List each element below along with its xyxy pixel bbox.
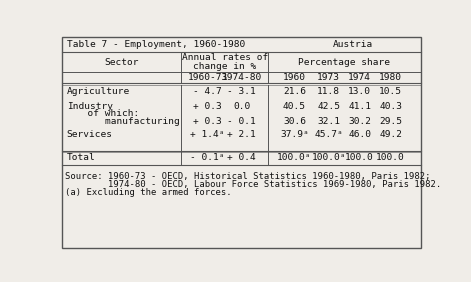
Text: 0.0: 0.0 <box>233 102 251 111</box>
Text: 1974-80 - OECD, Labour Force Statistics 1969-1980, Paris 1982.: 1974-80 - OECD, Labour Force Statistics … <box>65 180 441 189</box>
Text: + 0.4: + 0.4 <box>227 153 256 162</box>
Text: + 2.1: + 2.1 <box>227 130 256 139</box>
Text: + 0.3: + 0.3 <box>193 117 222 126</box>
Text: 11.8: 11.8 <box>317 87 340 96</box>
Text: change in %: change in % <box>193 62 256 71</box>
Text: Table 7 - Employment, 1960-1980: Table 7 - Employment, 1960-1980 <box>66 40 245 49</box>
Text: + 1.4ᵃ: + 1.4ᵃ <box>190 130 225 139</box>
Text: 29.5: 29.5 <box>379 117 402 126</box>
Text: Annual rates of: Annual rates of <box>182 53 268 62</box>
Text: 40.5: 40.5 <box>283 102 306 111</box>
Text: 10.5: 10.5 <box>379 87 402 96</box>
FancyBboxPatch shape <box>62 37 421 248</box>
Text: Total: Total <box>66 153 95 162</box>
Text: Sector: Sector <box>105 58 139 67</box>
Text: Industry: Industry <box>66 102 113 111</box>
Text: 40.3: 40.3 <box>379 102 402 111</box>
Text: - 0.1ᵃ: - 0.1ᵃ <box>190 153 225 162</box>
Text: Austria: Austria <box>333 40 374 49</box>
Text: 1960: 1960 <box>283 73 306 82</box>
Text: 1974-80: 1974-80 <box>222 73 262 82</box>
Text: 100.0ᵃ: 100.0ᵃ <box>311 153 346 162</box>
Text: 13.0: 13.0 <box>348 87 371 96</box>
Text: of which:: of which: <box>76 109 139 118</box>
Text: 21.6: 21.6 <box>283 87 306 96</box>
Text: 46.0: 46.0 <box>348 130 371 139</box>
Text: - 3.1: - 3.1 <box>227 87 256 96</box>
Text: 32.1: 32.1 <box>317 117 340 126</box>
Text: Percentage share: Percentage share <box>299 58 390 67</box>
Text: 1980: 1980 <box>379 73 402 82</box>
Text: 100.0: 100.0 <box>376 153 405 162</box>
Text: 37.9ᵃ: 37.9ᵃ <box>280 130 309 139</box>
Text: 42.5: 42.5 <box>317 102 340 111</box>
Text: manufacturing: manufacturing <box>82 117 180 126</box>
Text: - 4.7: - 4.7 <box>193 87 222 96</box>
Text: 49.2: 49.2 <box>379 130 402 139</box>
Text: Services: Services <box>66 130 113 139</box>
Text: 45.7ᵃ: 45.7ᵃ <box>314 130 343 139</box>
Text: 30.6: 30.6 <box>283 117 306 126</box>
Text: 1973: 1973 <box>317 73 340 82</box>
Text: Source: 1960-73 - OECD, Historical Statistics 1960-1980, Paris 1982;: Source: 1960-73 - OECD, Historical Stati… <box>65 172 430 181</box>
Text: 1960-73: 1960-73 <box>187 73 228 82</box>
Text: + 0.3: + 0.3 <box>193 102 222 111</box>
Text: 100.0: 100.0 <box>345 153 374 162</box>
Text: Agriculture: Agriculture <box>66 87 130 96</box>
Text: (a) Excluding the armed forces.: (a) Excluding the armed forces. <box>65 188 232 197</box>
Text: 100.0ᵃ: 100.0ᵃ <box>277 153 312 162</box>
Text: 1974: 1974 <box>348 73 371 82</box>
Text: - 0.1: - 0.1 <box>227 117 256 126</box>
Text: 30.2: 30.2 <box>348 117 371 126</box>
Text: 41.1: 41.1 <box>348 102 371 111</box>
